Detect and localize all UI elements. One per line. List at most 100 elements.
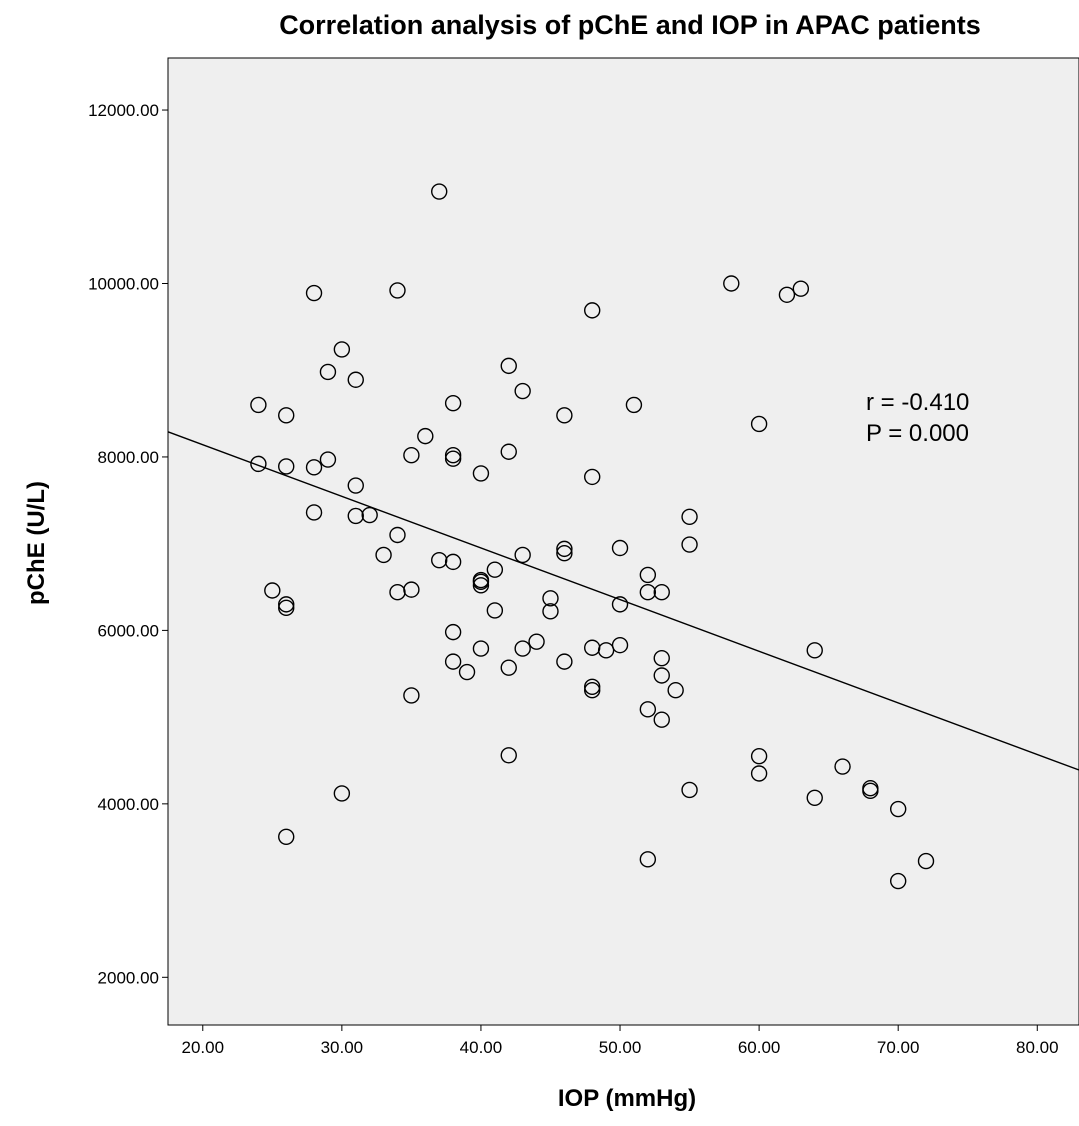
data-points: [250, 183, 935, 890]
data-point: [597, 642, 615, 659]
data-point: [667, 682, 684, 699]
data-point: [500, 747, 517, 764]
data-point: [333, 785, 351, 802]
data-point: [444, 394, 462, 412]
y-tick-label: 4000.00: [98, 795, 159, 814]
data-point: [514, 640, 531, 657]
data-point: [889, 872, 907, 890]
data-point: [278, 828, 295, 846]
data-point: [723, 275, 740, 292]
data-point: [584, 682, 601, 699]
data-point: [611, 636, 629, 654]
data-point: [556, 407, 573, 424]
data-point: [347, 507, 364, 525]
data-point: [556, 545, 573, 562]
y-axis: 2000.00 4000.00 6000.00 8000.00 10000.00 1200…: [88, 101, 168, 987]
data-point: [403, 581, 420, 598]
data-point: [584, 302, 601, 319]
data-point: [542, 603, 559, 620]
data-point: [639, 566, 657, 584]
data-point: [625, 396, 643, 414]
data-point: [444, 623, 462, 641]
data-point: [528, 633, 545, 650]
data-point: [389, 526, 406, 544]
data-point: [347, 477, 364, 494]
data-point: [917, 852, 935, 870]
data-point: [278, 596, 295, 613]
data-point: [639, 701, 657, 718]
data-point: [444, 447, 462, 464]
data-point: [542, 590, 559, 607]
data-point: [514, 546, 531, 564]
data-point: [444, 553, 462, 571]
data-point: [611, 539, 629, 557]
data-point: [458, 663, 476, 681]
data-point: [862, 782, 879, 800]
data-point: [806, 789, 823, 806]
data-point: [472, 577, 490, 594]
x-tick-label: 70.00: [877, 1038, 920, 1057]
data-point: [584, 468, 601, 486]
data-point: [653, 584, 670, 601]
data-point: [417, 427, 434, 445]
x-tick-label: 60.00: [738, 1038, 781, 1057]
data-point: [584, 678, 601, 695]
data-point: [500, 443, 517, 460]
data-point: [639, 584, 657, 601]
data-point: [472, 640, 490, 657]
data-point: [681, 536, 698, 553]
data-point: [305, 504, 323, 521]
data-point: [834, 758, 851, 775]
data-point: [333, 341, 351, 358]
data-point: [472, 573, 490, 591]
data-point: [653, 711, 670, 728]
data-point: [403, 447, 420, 464]
p-value-annotation: P = 0.000: [866, 420, 969, 447]
data-point: [305, 284, 323, 302]
y-tick-label: 8000.00: [98, 448, 159, 467]
data-point: [556, 540, 573, 558]
data-point: [514, 382, 531, 400]
data-point: [347, 371, 364, 388]
data-point: [250, 396, 267, 414]
data-point: [889, 800, 907, 818]
data-point: [750, 747, 768, 765]
data-point: [472, 465, 490, 482]
x-tick-label: 80.00: [1016, 1038, 1059, 1057]
y-tick-label: 2000.00: [98, 968, 159, 987]
data-point: [403, 687, 420, 704]
correlation-r-annotation: r = -0.410: [866, 389, 969, 416]
data-point: [500, 357, 517, 375]
data-point: [264, 582, 281, 599]
data-point: [653, 667, 670, 684]
data-point: [486, 561, 504, 578]
data-point: [778, 286, 796, 303]
data-point: [250, 455, 267, 473]
y-axis-label: pChE (U/L): [23, 481, 50, 605]
data-point: [611, 596, 629, 613]
data-point: [319, 451, 337, 468]
data-point: [444, 450, 462, 467]
data-point: [806, 642, 823, 659]
data-point: [750, 415, 768, 433]
data-point: [319, 363, 337, 381]
data-point: [431, 551, 448, 569]
data-point: [639, 851, 657, 868]
y-tick-label: 12000.00: [88, 101, 159, 120]
data-point: [375, 546, 392, 564]
data-point: [556, 653, 573, 670]
data-point: [444, 653, 462, 670]
data-point: [486, 602, 504, 619]
data-point: [500, 659, 517, 676]
data-point: [792, 280, 810, 297]
data-point: [681, 508, 698, 525]
data-point: [389, 282, 406, 299]
x-axis-label: IOP (mmHg): [558, 1085, 696, 1112]
y-tick-label: 10000.00: [88, 274, 159, 293]
x-tick-label: 50.00: [599, 1038, 642, 1057]
data-point: [361, 506, 378, 524]
x-axis: 20.00 30.00 40.00 50.00 60.00 70.00 80.00: [181, 1025, 1059, 1057]
data-point: [750, 765, 768, 782]
x-tick-label: 40.00: [460, 1038, 503, 1057]
